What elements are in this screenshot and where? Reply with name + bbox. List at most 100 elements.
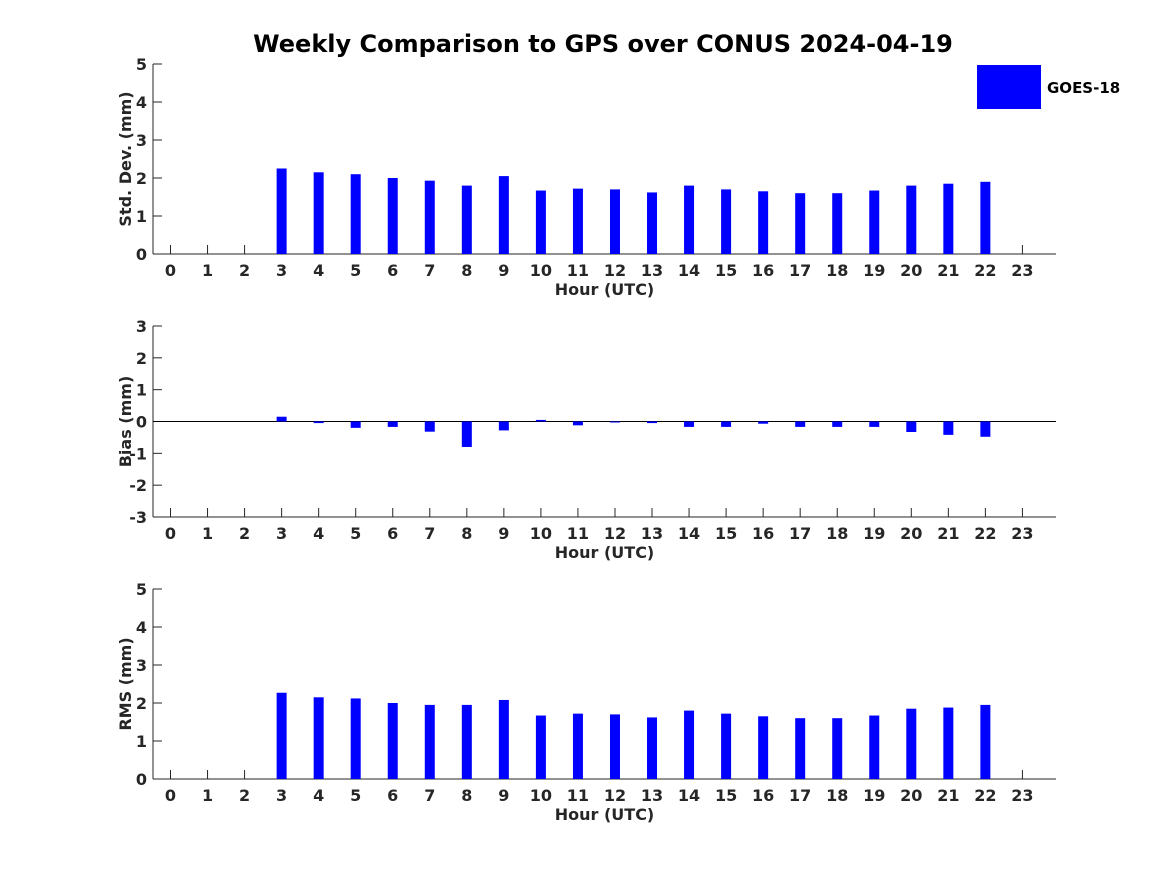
bar-hour-15	[721, 421, 732, 427]
legend-label: GOES-18	[1047, 79, 1120, 97]
y-tick-label: 4	[136, 93, 147, 112]
x-tick-label: 8	[461, 261, 472, 280]
x-tick-label: 10	[530, 524, 552, 543]
y-tick-label: 0	[136, 245, 147, 264]
legend-swatch	[977, 65, 1041, 109]
bar-hour-10	[535, 419, 546, 422]
x-tick-label: 19	[863, 524, 885, 543]
x-tick-label: 5	[350, 786, 361, 805]
x-tick-label: 9	[498, 786, 509, 805]
bar-hour-19	[869, 421, 880, 427]
y-tick-label: 5	[136, 55, 147, 74]
bar-hour-3	[276, 416, 287, 422]
bar-hour-13	[647, 717, 658, 779]
bar-hour-6	[387, 178, 398, 254]
x-tick-label: 3	[276, 261, 287, 280]
bar-hour-20	[906, 421, 917, 433]
y-tick-label: 3	[136, 131, 147, 150]
bar-hour-5	[350, 698, 361, 779]
x-axis-label: Hour (UTC)	[555, 543, 655, 562]
bar-hour-7	[424, 421, 435, 432]
x-tick-label: 14	[678, 786, 700, 805]
bar-hour-18	[832, 193, 843, 254]
bar-hour-16	[758, 716, 769, 779]
bar-hour-14	[684, 421, 695, 427]
bar-hour-16	[758, 421, 769, 424]
bar-hour-19	[869, 190, 880, 254]
x-tick-label: 12	[604, 524, 626, 543]
x-tick-label: 18	[826, 786, 848, 805]
bar-hour-11	[572, 421, 583, 426]
y-tick-label: -3	[129, 508, 147, 527]
x-tick-label: 0	[165, 524, 176, 543]
x-tick-label: 9	[498, 524, 509, 543]
x-tick-label: 13	[641, 786, 663, 805]
y-tick-label: -2	[129, 476, 147, 495]
x-tick-label: 15	[715, 261, 737, 280]
bar-hour-9	[498, 421, 509, 431]
bar-hour-6	[387, 703, 398, 779]
bar-hour-21	[943, 707, 954, 779]
bar-hour-13	[647, 192, 658, 254]
y-tick-label: 3	[136, 317, 147, 336]
bar-hour-13	[647, 421, 658, 424]
bar-hour-18	[832, 421, 843, 427]
bar-hour-15	[721, 189, 732, 254]
bar-hour-21	[943, 421, 954, 435]
x-tick-label: 12	[604, 261, 626, 280]
x-tick-label: 7	[424, 261, 435, 280]
bar-hour-5	[350, 421, 361, 428]
x-tick-label: 23	[1011, 261, 1033, 280]
y-axis-label: Bias (mm)	[116, 376, 135, 468]
bar-hour-15	[721, 713, 732, 779]
x-tick-label: 3	[276, 524, 287, 543]
x-tick-label: 11	[567, 261, 589, 280]
bar-hour-4	[313, 697, 324, 779]
x-tick-label: 17	[789, 786, 811, 805]
x-tick-label: 18	[826, 524, 848, 543]
bar-hour-14	[684, 185, 695, 254]
x-tick-label: 8	[461, 786, 472, 805]
bar-hour-7	[424, 180, 435, 254]
x-tick-label: 16	[752, 786, 774, 805]
x-tick-label: 20	[900, 524, 922, 543]
bar-hour-20	[906, 185, 917, 254]
x-tick-label: 16	[752, 261, 774, 280]
bar-hour-22	[980, 421, 991, 437]
x-tick-label: 2	[239, 786, 250, 805]
x-tick-label: 14	[678, 524, 700, 543]
y-tick-label: 3	[136, 656, 147, 675]
bar-hour-21	[943, 183, 954, 254]
bar-hour-9	[498, 176, 509, 254]
x-tick-label: 8	[461, 524, 472, 543]
x-tick-label: 7	[424, 786, 435, 805]
y-tick-label: 1	[136, 207, 147, 226]
bar-hour-19	[869, 715, 880, 779]
x-tick-label: 4	[313, 261, 324, 280]
bar-hour-22	[980, 181, 991, 254]
x-tick-label: 7	[424, 524, 435, 543]
bar-hour-12	[609, 189, 620, 254]
x-tick-label: 19	[863, 261, 885, 280]
bar-hour-20	[906, 708, 917, 779]
x-axis-label: Hour (UTC)	[555, 280, 655, 299]
x-tick-label: 13	[641, 261, 663, 280]
bar-hour-8	[461, 704, 472, 779]
x-tick-label: 23	[1011, 524, 1033, 543]
y-tick-label: 1	[136, 732, 147, 751]
x-tick-label: 9	[498, 261, 509, 280]
bar-hour-7	[424, 704, 435, 779]
y-tick-label: 0	[136, 413, 147, 432]
x-tick-label: 16	[752, 524, 774, 543]
x-tick-label: 17	[789, 261, 811, 280]
x-tick-label: 0	[165, 786, 176, 805]
x-tick-label: 1	[202, 261, 213, 280]
x-tick-label: 13	[641, 524, 663, 543]
chart-title: Weekly Comparison to GPS over CONUS 2024…	[253, 30, 953, 58]
bar-hour-18	[832, 718, 843, 779]
y-axis-label: Std. Dev. (mm)	[116, 91, 135, 226]
bar-hour-4	[313, 172, 324, 254]
x-tick-label: 15	[715, 786, 737, 805]
